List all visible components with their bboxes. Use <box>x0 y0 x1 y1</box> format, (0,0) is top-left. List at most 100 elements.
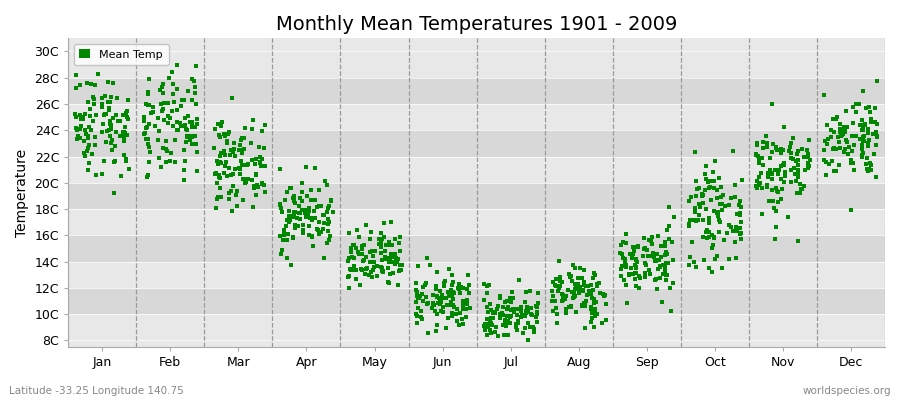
Bar <box>68 314 885 340</box>
Point <box>74 116 88 122</box>
Point <box>750 140 764 146</box>
Point <box>857 138 871 144</box>
Point <box>770 144 784 151</box>
Point <box>802 163 816 169</box>
Point <box>81 167 95 173</box>
Point <box>699 229 714 235</box>
Point <box>228 166 242 172</box>
Point <box>618 231 633 237</box>
Point <box>688 204 702 211</box>
Point <box>559 306 573 313</box>
Point <box>296 222 310 228</box>
Point <box>285 212 300 219</box>
Point <box>287 211 302 217</box>
Point <box>642 236 656 243</box>
Point <box>460 301 474 307</box>
Point <box>352 251 366 257</box>
Point <box>155 108 169 114</box>
Point <box>702 220 716 226</box>
Point <box>854 152 868 158</box>
Point <box>613 250 627 256</box>
Point <box>295 189 310 195</box>
Point <box>427 302 441 308</box>
Point <box>94 129 109 136</box>
Point <box>223 188 238 194</box>
Point <box>414 314 428 320</box>
Point <box>429 293 444 300</box>
Point <box>529 313 544 320</box>
Point <box>627 276 642 282</box>
Point <box>626 271 640 278</box>
Point <box>548 305 562 311</box>
Point <box>627 243 642 250</box>
Point <box>248 172 263 178</box>
Point <box>833 126 848 132</box>
Point <box>316 212 330 218</box>
Point <box>410 313 424 319</box>
Point <box>526 324 541 330</box>
Point <box>291 222 305 229</box>
Point <box>709 252 724 259</box>
Point <box>213 153 228 159</box>
Point <box>846 104 860 110</box>
Point <box>549 310 563 317</box>
Point <box>141 102 156 108</box>
Point <box>430 300 445 306</box>
Point <box>665 256 680 263</box>
Point <box>368 248 382 254</box>
Point <box>76 138 91 144</box>
Point <box>574 287 589 294</box>
Point <box>223 147 238 153</box>
Point <box>308 165 322 172</box>
Point <box>367 264 382 270</box>
Point <box>217 170 231 176</box>
Point <box>103 120 117 127</box>
Point <box>163 158 177 164</box>
Point <box>213 159 228 166</box>
Point <box>273 166 287 172</box>
Point <box>688 259 702 265</box>
Point <box>364 229 378 236</box>
Point <box>349 276 364 282</box>
Point <box>759 133 773 139</box>
Point <box>710 187 724 193</box>
Point <box>480 304 494 310</box>
Point <box>530 318 544 325</box>
Point <box>233 166 248 172</box>
Point <box>292 203 306 210</box>
Point <box>659 248 673 255</box>
Point <box>437 283 452 290</box>
Point <box>413 293 428 299</box>
Point <box>187 133 202 139</box>
Point <box>769 144 783 150</box>
Point <box>282 219 296 225</box>
Point <box>410 320 424 327</box>
Point <box>436 292 450 298</box>
Point <box>844 156 859 163</box>
Point <box>760 184 774 190</box>
Point <box>859 121 873 127</box>
Point <box>856 125 870 132</box>
Point <box>562 304 577 310</box>
Point <box>343 266 357 272</box>
Point <box>797 166 812 173</box>
Point <box>106 189 121 196</box>
Point <box>213 175 228 181</box>
Point <box>765 187 779 193</box>
Point <box>760 170 775 176</box>
Point <box>793 181 807 188</box>
Point <box>645 241 660 247</box>
Point <box>139 125 153 131</box>
Point <box>646 250 661 256</box>
Point <box>137 131 151 137</box>
Point <box>771 199 786 206</box>
Point <box>302 232 317 238</box>
Point <box>104 122 118 128</box>
Point <box>383 218 398 225</box>
Point <box>492 310 507 317</box>
Point <box>392 261 407 268</box>
Point <box>521 307 535 314</box>
Point <box>587 296 601 302</box>
Point <box>521 307 535 313</box>
Point <box>629 255 643 262</box>
